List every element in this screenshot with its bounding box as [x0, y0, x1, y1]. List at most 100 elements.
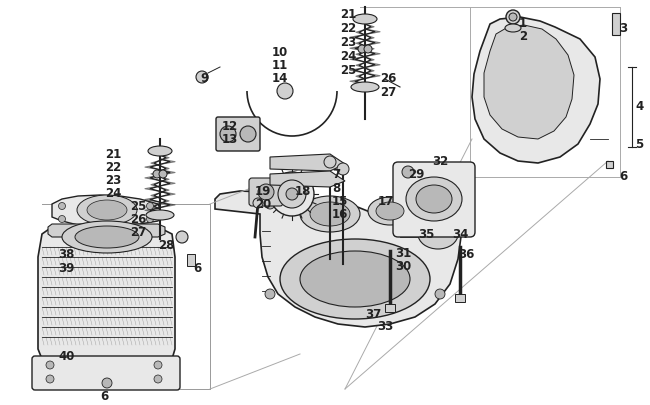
Text: 22: 22: [105, 161, 122, 174]
Circle shape: [146, 203, 153, 210]
Text: 39: 39: [58, 261, 74, 274]
Text: 3: 3: [619, 22, 627, 35]
Text: 12: 12: [222, 120, 239, 133]
Text: 37: 37: [365, 307, 382, 320]
Ellipse shape: [146, 211, 174, 220]
Text: 2: 2: [519, 30, 527, 43]
Circle shape: [278, 181, 306, 209]
Text: 16: 16: [332, 207, 348, 220]
Circle shape: [154, 361, 162, 369]
Circle shape: [240, 127, 256, 143]
Circle shape: [364, 46, 372, 54]
Circle shape: [253, 198, 263, 209]
Text: 19: 19: [255, 185, 272, 198]
Circle shape: [220, 127, 236, 143]
Ellipse shape: [416, 185, 452, 213]
Text: 8: 8: [332, 181, 340, 194]
Circle shape: [58, 203, 66, 210]
Circle shape: [258, 185, 274, 200]
Text: 28: 28: [158, 239, 174, 252]
Text: 15: 15: [332, 194, 348, 207]
Circle shape: [435, 289, 445, 299]
Circle shape: [270, 173, 314, 216]
Text: 11: 11: [272, 59, 288, 72]
FancyBboxPatch shape: [249, 179, 283, 207]
Ellipse shape: [376, 202, 404, 220]
Polygon shape: [270, 172, 345, 188]
Text: 4: 4: [635, 100, 644, 113]
Circle shape: [176, 231, 188, 243]
Text: 9: 9: [200, 72, 208, 85]
Polygon shape: [270, 155, 345, 172]
Text: 31: 31: [395, 246, 411, 259]
Ellipse shape: [62, 222, 152, 254]
Ellipse shape: [418, 220, 458, 249]
Ellipse shape: [368, 198, 412, 226]
Text: 27: 27: [380, 86, 396, 99]
Circle shape: [324, 157, 336, 168]
Text: 18: 18: [295, 185, 311, 198]
Text: 17: 17: [378, 194, 395, 207]
Text: 25: 25: [130, 200, 146, 213]
Text: 25: 25: [340, 64, 356, 77]
Ellipse shape: [351, 83, 379, 93]
FancyBboxPatch shape: [32, 356, 180, 390]
Text: 24: 24: [105, 187, 122, 200]
Text: 36: 36: [458, 247, 474, 260]
Circle shape: [159, 171, 167, 179]
Ellipse shape: [353, 15, 377, 25]
Text: 6: 6: [193, 261, 202, 274]
Polygon shape: [484, 26, 574, 140]
Circle shape: [277, 84, 293, 100]
Text: 14: 14: [272, 72, 289, 85]
Ellipse shape: [310, 202, 350, 226]
Text: 26: 26: [380, 72, 396, 85]
Polygon shape: [38, 228, 175, 367]
Circle shape: [265, 200, 275, 209]
Ellipse shape: [505, 25, 521, 33]
Text: 33: 33: [377, 319, 393, 332]
Polygon shape: [472, 18, 600, 164]
Ellipse shape: [406, 177, 462, 222]
Text: 24: 24: [340, 50, 356, 63]
Text: 1: 1: [519, 17, 527, 30]
Text: 40: 40: [58, 349, 74, 362]
Text: 34: 34: [452, 228, 469, 241]
Ellipse shape: [87, 200, 127, 220]
Ellipse shape: [75, 226, 139, 248]
Ellipse shape: [280, 239, 430, 319]
Ellipse shape: [300, 252, 410, 307]
Text: 13: 13: [222, 133, 239, 146]
Circle shape: [196, 72, 208, 84]
Bar: [187, 254, 195, 266]
Text: 23: 23: [105, 174, 122, 187]
Bar: [606, 162, 613, 168]
Text: 23: 23: [340, 36, 356, 49]
Text: 21: 21: [105, 148, 122, 161]
Circle shape: [265, 289, 275, 299]
Circle shape: [435, 200, 445, 209]
Text: 38: 38: [58, 247, 74, 260]
Circle shape: [58, 216, 66, 223]
Circle shape: [146, 216, 153, 223]
FancyBboxPatch shape: [393, 162, 475, 237]
Circle shape: [506, 11, 520, 25]
Text: 21: 21: [340, 8, 356, 21]
Bar: [455, 294, 465, 302]
Ellipse shape: [300, 196, 360, 232]
FancyBboxPatch shape: [216, 118, 260, 151]
Circle shape: [154, 375, 162, 383]
Bar: [612, 14, 620, 36]
Ellipse shape: [77, 196, 137, 226]
Text: 6: 6: [100, 389, 109, 402]
Text: 10: 10: [272, 46, 288, 59]
Text: 22: 22: [340, 22, 356, 35]
Text: 20: 20: [255, 198, 271, 211]
Bar: [385, 304, 395, 312]
Text: 26: 26: [130, 213, 146, 226]
Text: 6: 6: [619, 170, 627, 183]
Circle shape: [337, 164, 349, 175]
Polygon shape: [52, 196, 162, 226]
Ellipse shape: [148, 147, 172, 157]
Circle shape: [153, 171, 161, 179]
